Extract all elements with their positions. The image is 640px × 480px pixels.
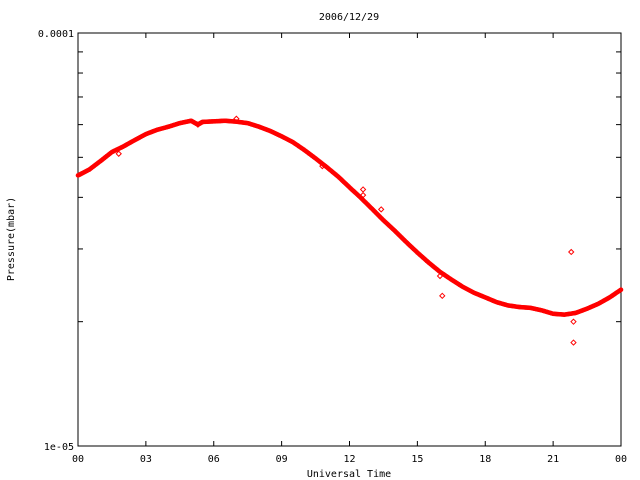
outlier-point xyxy=(359,191,367,199)
outlier-point xyxy=(233,115,240,122)
x-axis-label: Universal Time xyxy=(307,469,391,480)
x-tick-label: 03 xyxy=(140,454,152,465)
x-tick-label: 00 xyxy=(615,454,627,465)
outlier-point xyxy=(568,248,575,256)
outlier-point xyxy=(570,318,577,325)
x-tick-label: 15 xyxy=(411,454,423,465)
x-tick-label: 00 xyxy=(72,454,84,465)
x-tick-label: 06 xyxy=(208,454,220,465)
x-tick-label: 09 xyxy=(276,454,288,465)
y-axis-label: Pressure(mbar) xyxy=(6,197,17,281)
data-point xyxy=(618,287,624,293)
outlier-point xyxy=(570,339,577,346)
outlier-point xyxy=(194,121,202,128)
outlier-point xyxy=(115,150,122,157)
x-tick-label: 12 xyxy=(343,454,355,465)
y-tick-label: 0.0001 xyxy=(38,29,74,40)
outlier-point xyxy=(439,292,446,300)
outlier-point xyxy=(319,162,326,170)
data-points xyxy=(75,115,624,346)
outlier-point xyxy=(377,206,385,213)
outlier-point xyxy=(359,186,367,193)
x-tick-label: 21 xyxy=(547,454,559,465)
chart-title: 2006/12/29 xyxy=(319,12,379,23)
plot-frame xyxy=(77,32,622,447)
x-tick-label: 18 xyxy=(479,454,491,465)
y-tick-label: 1e-05 xyxy=(44,442,74,453)
outlier-point xyxy=(436,272,444,280)
